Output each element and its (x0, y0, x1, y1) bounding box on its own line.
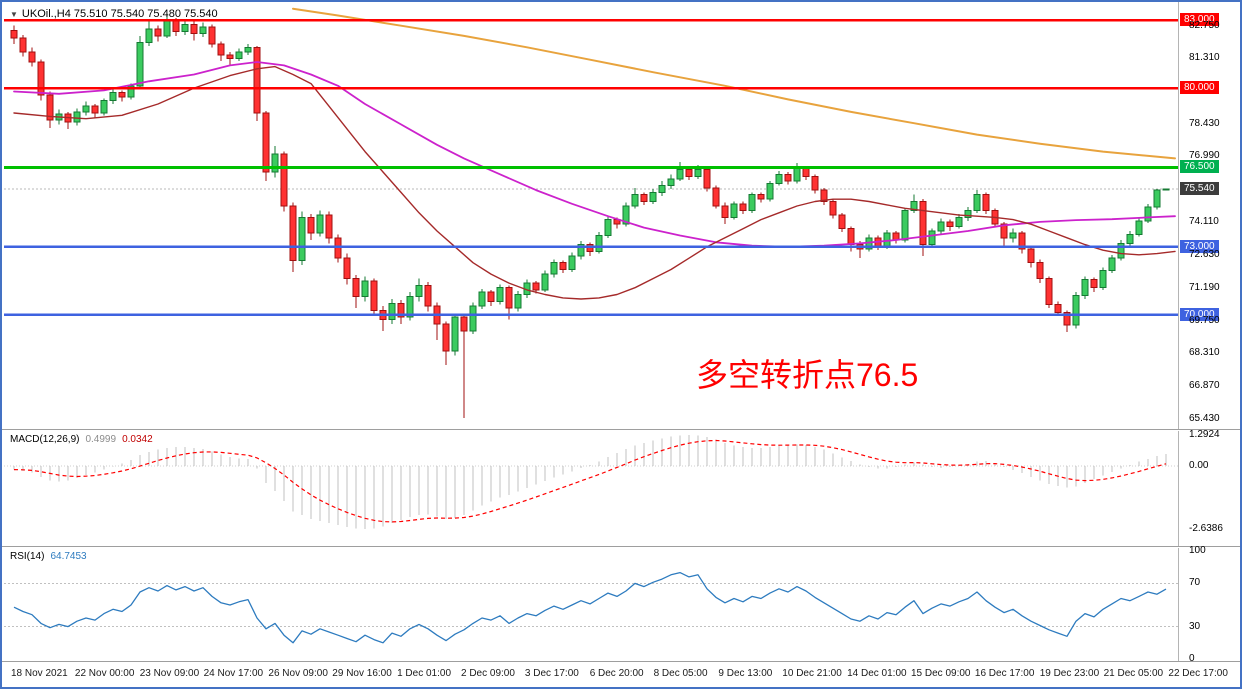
rsi-name: RSI(14) (10, 551, 45, 562)
chart-symbol-period: UKOil.,H4 (21, 8, 71, 20)
time-axis-label: 1 Dec 01:00 (397, 668, 452, 679)
rsi-axis-label: 0 (1189, 653, 1195, 664)
time-axis-label: 22 Nov 00:00 (74, 668, 135, 679)
price-axis-badge: 73.000 (1180, 239, 1219, 253)
price-axis-divider (1178, 2, 1179, 663)
time-axis-label: 21 Dec 05:00 (1103, 668, 1164, 679)
macd-signal-value: 0.0342 (122, 434, 153, 445)
panel-separator-rsi[interactable] (2, 546, 1240, 547)
time-axis-label: 3 Dec 17:00 (524, 668, 579, 679)
time-axis-label: 2 Dec 09:00 (461, 668, 515, 679)
price-axis-label: 68.310 (1189, 347, 1220, 359)
time-axis-label: 19 Dec 23:00 (1039, 668, 1100, 679)
time-axis-label: 22 Dec 17:00 (1168, 668, 1228, 679)
panel-separator-macd[interactable] (2, 429, 1240, 430)
price-axis-label: 71.190 (1189, 281, 1220, 293)
time-axis-label: 8 Dec 05:00 (653, 668, 708, 679)
time-axis-label: 15 Dec 09:00 (911, 668, 971, 679)
time-axis-label: 26 Nov 09:00 (268, 668, 328, 679)
price-axis-label: 66.870 (1189, 379, 1220, 391)
time-axis[interactable]: 18 Nov 2021 22 Nov 00:00 23 Nov 09:00 24 No… (2, 663, 1240, 687)
price-axis-badge: 76.500 (1180, 160, 1219, 174)
time-axis-label: 16 Dec 17:00 (974, 668, 1035, 679)
time-axis-label: 29 Nov 16:00 (332, 668, 392, 679)
time-axis-label: 9 Dec 13:00 (718, 668, 773, 679)
macd-caption: MACD(12,26,9) 0.4999 0.0342 (10, 434, 153, 445)
chart-title-overlay: ▼ UKOil.,H4 75.510 75.540 75.480 75.540 (10, 8, 218, 20)
price-axis-badge: 75.540 (1180, 182, 1219, 196)
rsi-axis-label: 70 (1189, 577, 1201, 589)
time-axis-label: 14 Dec 01:00 (847, 668, 907, 679)
rsi-caption: RSI(14) 64.7453 (10, 551, 87, 562)
one-click-trading-icon[interactable]: ▼ (10, 10, 18, 19)
price-axis-badge: 83.000 (1180, 13, 1219, 27)
price-axis-badge: 80.000 (1180, 81, 1219, 95)
time-axis-label: 6 Dec 20:00 (589, 668, 644, 679)
price-axis-label: 69.750 (1189, 314, 1220, 326)
macd-axis-label: -2.6386 (1189, 523, 1223, 535)
time-axis-label: 23 Nov 09:00 (139, 668, 200, 679)
price-axis-label: 81.310 (1189, 52, 1220, 64)
rsi-axis-label: 30 (1189, 620, 1201, 632)
price-axis-label: 65.430 (1189, 412, 1220, 424)
panel-separator-timeaxis[interactable] (2, 661, 1240, 662)
time-axis-label: 18 Nov 2021 (11, 668, 68, 679)
price-axis-label: 82.750 (1189, 19, 1220, 31)
price-axis-label: 76.990 (1189, 150, 1220, 162)
price-axis[interactable]: 83.000 82.750 81.310 80.000 78.430 76.990 76.5… (1179, 2, 1240, 664)
price-axis-badge: 70.000 (1180, 307, 1219, 321)
time-axis-label: 24 Nov 17:00 (203, 668, 264, 679)
macd-name: MACD(12,26,9) (10, 434, 80, 445)
price-axis-label: 78.430 (1189, 117, 1220, 129)
chart-ohlc-values: 75.510 75.540 75.480 75.540 (73, 8, 218, 20)
time-axis-label: 10 Dec 21:00 (782, 668, 842, 679)
price-axis-label: 74.110 (1189, 215, 1219, 227)
price-axis-label: 72.630 (1189, 249, 1220, 261)
macd-axis-label: 0.00 (1189, 460, 1209, 471)
rsi-value: 64.7453 (50, 551, 87, 562)
chart-annotation-text[interactable]: 多空转折点76.5 (696, 357, 919, 393)
macd-main-value: 0.4999 (85, 434, 117, 445)
rsi-axis-label: 100 (1189, 545, 1206, 556)
macd-axis-label: 1.2924 (1189, 428, 1220, 440)
